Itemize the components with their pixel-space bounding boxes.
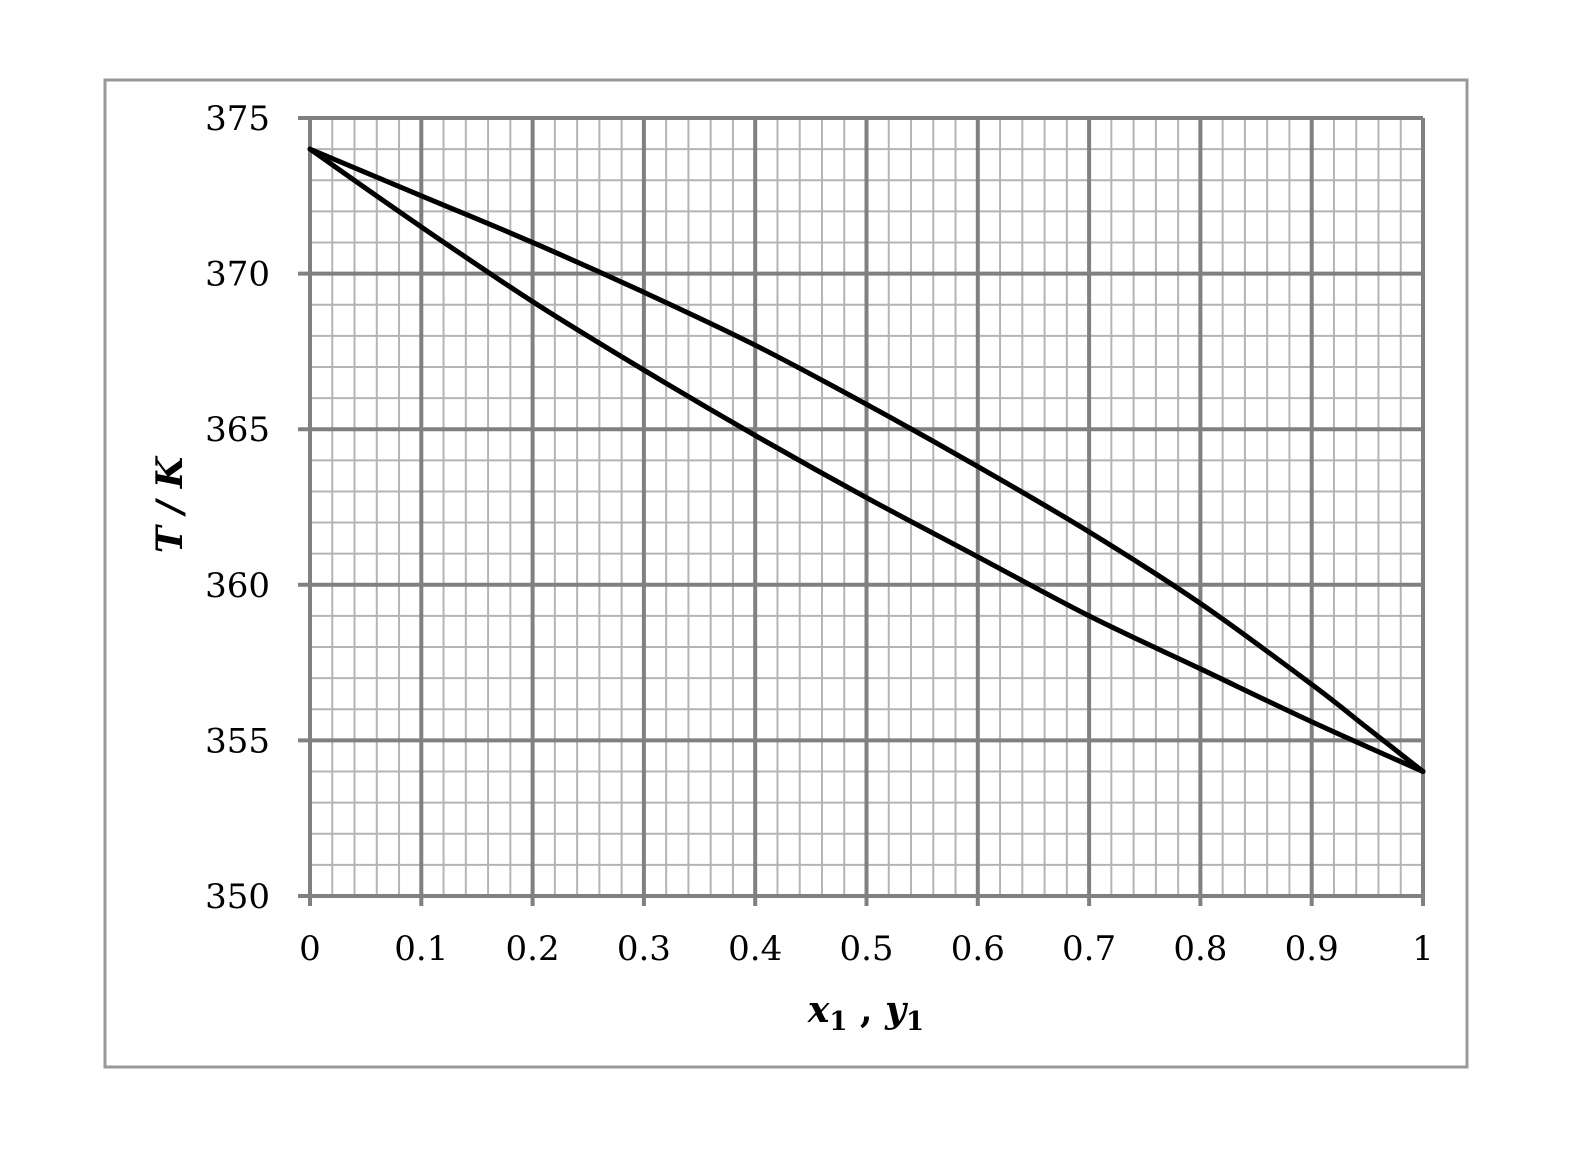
x-axis-sep: , (847, 989, 885, 1031)
x-tick-label: 0.7 (1062, 929, 1116, 969)
x-tick-label: 0.9 (1285, 929, 1339, 969)
x-tick-label: 0.6 (951, 929, 1005, 969)
y-tick-label: 360 (205, 566, 270, 606)
y-tick-label: 365 (205, 410, 270, 450)
x-axis-sub1: 1 (829, 1007, 847, 1037)
series-line-1 (307, 146, 1426, 775)
x-tick-labels: 0 0.1 0.2 0.3 0.4 0.5 0.6 0.7 0.8 0.9 1 (299, 929, 1434, 969)
x-tick-label: 0.2 (506, 929, 560, 969)
series-line-2 (307, 146, 1426, 775)
x-axis-var2: y (884, 989, 908, 1031)
x-tick-label: 0 (299, 929, 321, 969)
y-tick-label: 350 (205, 877, 270, 917)
y-tick-labels: 350 355 360 365 370 375 (205, 99, 270, 917)
axes (308, 118, 1423, 898)
y-tick-label: 370 (205, 255, 270, 295)
series-layer (307, 146, 1426, 775)
x-tick-label: 0.4 (728, 929, 782, 969)
x-axis-sub2: 1 (906, 1007, 924, 1037)
y-axis-title: T / K (149, 455, 191, 553)
x-axis-title: x1 , y1 (807, 989, 924, 1037)
x-tick-label: 1 (1412, 929, 1434, 969)
x-tick-label: 0.1 (394, 929, 448, 969)
x-tick-label: 0.8 (1173, 929, 1227, 969)
x-tick-label: 0.3 (617, 929, 671, 969)
y-tick-label: 375 (205, 99, 270, 139)
y-tick-label: 355 (205, 721, 270, 761)
x-axis-var1: x (807, 989, 830, 1031)
x-tick-label: 0.5 (839, 929, 893, 969)
